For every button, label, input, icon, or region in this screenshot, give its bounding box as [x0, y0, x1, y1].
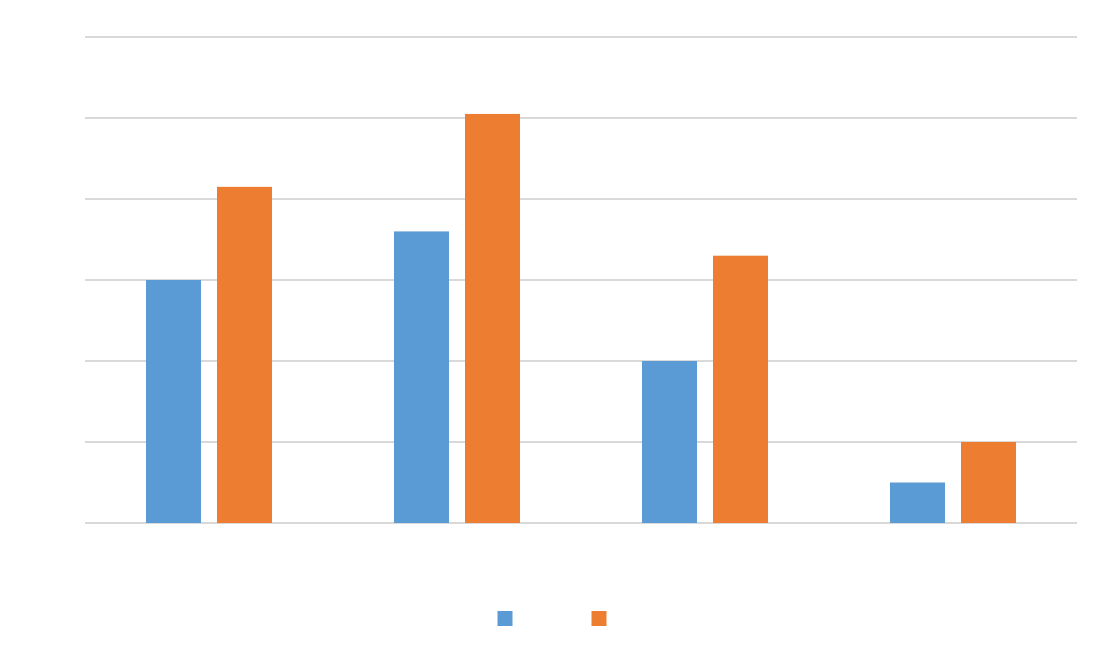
- bars: [146, 113, 1016, 523]
- legend-swatch-series-2: [591, 611, 607, 626]
- bar-series-1-cat-3: [642, 361, 697, 523]
- bar-series-2-cat-4: [961, 442, 1016, 523]
- bar-series-1-cat-2: [394, 231, 449, 523]
- bar-series-1-cat-4: [890, 482, 945, 523]
- bar-series-2-cat-2: [465, 113, 520, 523]
- legend: [497, 611, 607, 626]
- legend-swatch-series-1: [497, 611, 513, 626]
- bar-series-1-cat-1: [146, 280, 201, 523]
- bar-series-2-cat-1: [217, 186, 272, 523]
- bar-series-2-cat-3: [713, 255, 768, 523]
